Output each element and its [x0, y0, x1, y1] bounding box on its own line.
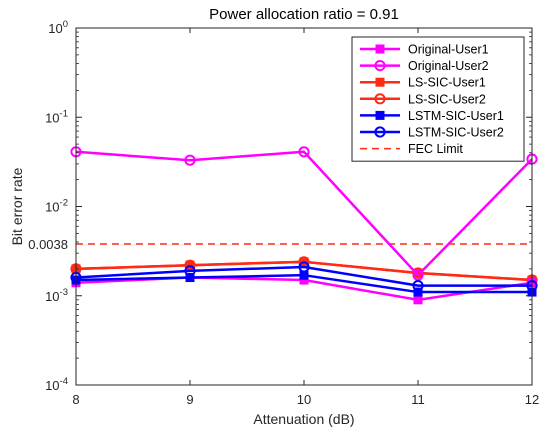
y-tick-label: 100 — [48, 19, 68, 36]
legend-marker — [376, 78, 384, 86]
legend: Original-User1 Original-User2 LS-SIC-User1… — [352, 37, 524, 161]
legend-label: LS-SIC-User1 — [408, 76, 486, 90]
legend-label: LSTM-SIC-User2 — [408, 126, 504, 140]
chart-title: Power allocation ratio = 0.91 — [209, 6, 399, 23]
y-tick-label: 10-1 — [45, 108, 68, 125]
legend-label: FEC Limit — [408, 142, 463, 156]
legend-label: LSTM-SIC-User1 — [408, 109, 504, 123]
legend-label: LS-SIC-User2 — [408, 92, 486, 106]
x-tick-label: 9 — [186, 392, 193, 407]
x-axis-label: Attenuation (dB) — [253, 411, 354, 427]
legend-marker — [376, 45, 384, 53]
x-tick-label: 8 — [72, 392, 79, 407]
x-tick-label: 11 — [411, 392, 425, 407]
legend-item-ls-sic-user2: LS-SIC-User2 — [360, 92, 486, 106]
legend-marker — [376, 111, 384, 119]
legend-label: Original-User1 — [408, 43, 489, 57]
data-point — [414, 296, 422, 304]
y-tick-label-fec: 0.0038 — [28, 237, 68, 252]
legend-label: Original-User2 — [408, 59, 489, 73]
y-tick-label: 10-2 — [45, 198, 68, 215]
y-tick-label: 10-3 — [45, 287, 68, 304]
y-axis-label: Bit error rate — [9, 167, 25, 245]
legend-item-original-user2: Original-User2 — [360, 59, 489, 73]
y-tick-label: 10-4 — [45, 376, 68, 393]
x-tick-label: 10 — [297, 392, 311, 407]
x-tick-label: 12 — [525, 392, 539, 407]
